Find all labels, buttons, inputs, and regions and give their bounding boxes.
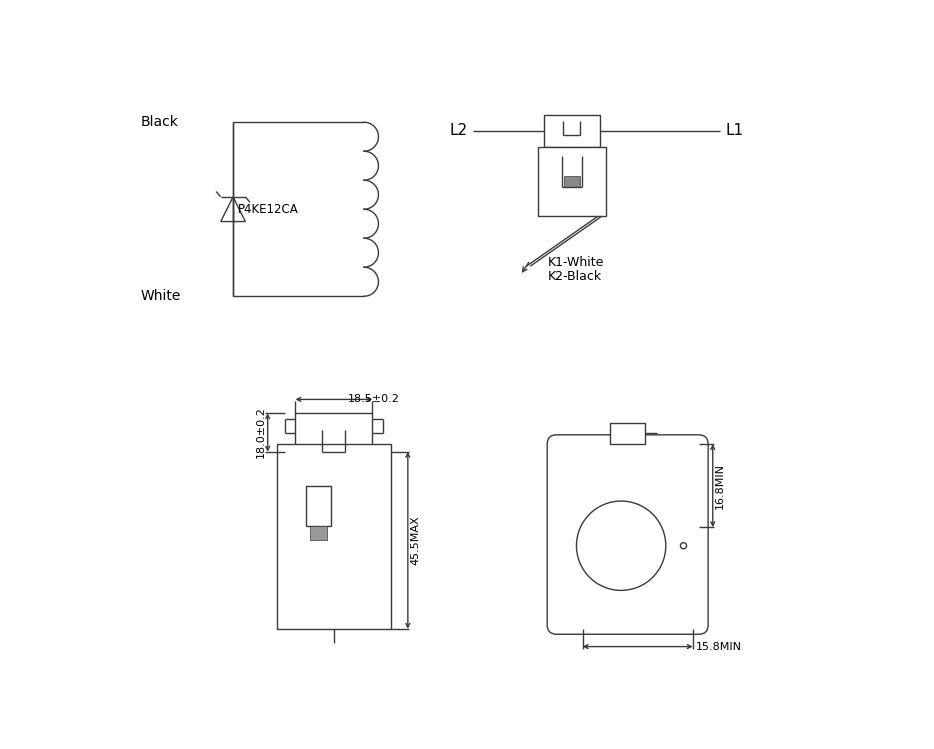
Bar (564, 176, 579, 187)
Text: K1-White: K1-White (548, 256, 604, 269)
Bar (538, 147, 606, 216)
Text: 45.5MAX: 45.5MAX (410, 515, 420, 565)
Bar (310, 527, 327, 540)
Text: 16.8MIN: 16.8MIN (715, 463, 725, 509)
Text: 18.5±0.2: 18.5±0.2 (347, 395, 400, 404)
Bar (277, 444, 391, 629)
Bar (306, 486, 331, 527)
Text: 15.8MIN: 15.8MIN (696, 642, 742, 652)
Text: L2: L2 (450, 123, 468, 138)
FancyBboxPatch shape (547, 435, 708, 634)
Bar (610, 422, 645, 444)
Text: Black: Black (141, 115, 178, 130)
Text: L1: L1 (725, 123, 743, 138)
Bar (295, 413, 373, 452)
Bar (545, 115, 600, 147)
Text: White: White (141, 289, 181, 303)
Text: 18.0±0.2: 18.0±0.2 (255, 407, 265, 458)
Text: P4KE12CA: P4KE12CA (237, 203, 299, 216)
Text: K2-Black: K2-Black (548, 270, 602, 283)
